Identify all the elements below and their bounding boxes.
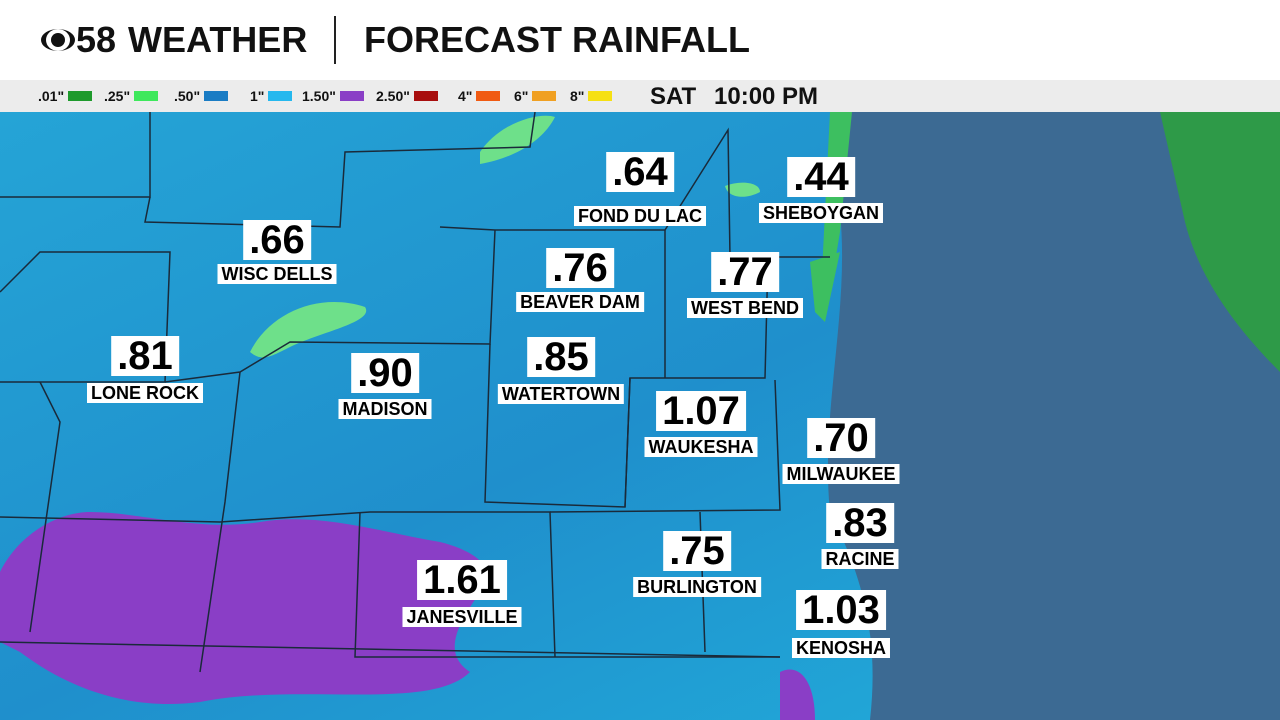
legend-label: 8" — [570, 88, 585, 104]
legend-swatch — [532, 91, 557, 101]
day: SAT — [650, 83, 697, 110]
lake-michigan — [827, 112, 1280, 720]
county-lines — [0, 112, 830, 673]
city-name: LONE ROCK — [87, 383, 203, 403]
city-name: SHEBOYGAN — [758, 203, 884, 223]
legend-swatch — [339, 91, 364, 101]
rain-purple — [0, 512, 488, 704]
city-name: WAUKESHA — [644, 437, 758, 457]
city-amount: .75 — [663, 531, 731, 571]
legend-swatch — [134, 91, 159, 101]
city-amount: .90 — [351, 353, 419, 393]
city-amount: 1.07 — [656, 391, 746, 431]
divider — [334, 16, 336, 64]
city-name: MILWAUKEE — [782, 464, 900, 484]
city-name: BURLINGTON — [633, 577, 761, 597]
city-amount: .70 — [807, 418, 875, 458]
city-amount: .66 — [243, 220, 311, 260]
rain-light — [725, 182, 760, 197]
city-name: RACINE — [821, 549, 899, 569]
time: 10:00 PM — [714, 83, 819, 110]
legend-item: 1.50" — [302, 88, 364, 104]
legend-label: 1.50" — [302, 88, 336, 104]
city-amount: 1.61 — [417, 560, 507, 600]
legend-label: .01" — [38, 88, 65, 104]
city-amount: .81 — [111, 336, 179, 376]
legend-swatch — [476, 91, 501, 101]
legend-item: .50" — [174, 88, 229, 104]
legend-label: 2.50" — [376, 88, 410, 104]
legend-swatch — [204, 91, 229, 101]
city-name: WATERTOWN — [497, 384, 625, 404]
city-name: KENOSHA — [791, 638, 891, 658]
city-name: JANESVILLE — [402, 607, 522, 627]
rain-green — [1160, 112, 1280, 372]
legend-item: 4" — [458, 88, 501, 104]
map — [0, 112, 1280, 720]
legend-item: .25" — [104, 88, 159, 104]
title: FORECAST RAINFALL — [364, 19, 750, 60]
city-amount: .44 — [787, 157, 855, 197]
city-name: MADISON — [338, 399, 432, 419]
legend-bar: .01" .25" .50" 1" 1.50" 2.50" 4" 6" 8" SAT 10:00… — [0, 80, 1280, 112]
header: 58 WEATHER FORECAST RAINFALL — [0, 0, 1280, 80]
legend-label: 6" — [514, 88, 529, 104]
city-amount: .76 — [546, 248, 614, 288]
cbs-eye — [41, 29, 75, 51]
brand: 58 — [76, 19, 117, 60]
legend-label: .50" — [174, 88, 201, 104]
legend-swatch — [413, 91, 438, 101]
legend-item: 1" — [250, 88, 293, 104]
city-name: BEAVER DAM — [516, 292, 644, 312]
legend-item: 8" — [570, 88, 613, 104]
brand-word: WEATHER — [128, 19, 308, 60]
city-amount: .85 — [527, 337, 595, 377]
legend-label: .25" — [104, 88, 131, 104]
city-amount: .77 — [711, 252, 779, 292]
legend-item: 6" — [514, 88, 557, 104]
city-name: WEST BEND — [687, 298, 803, 318]
city-amount: 1.03 — [796, 590, 886, 630]
legend-swatch — [68, 91, 93, 101]
legend-swatch — [268, 91, 293, 101]
city-name: WISC DELLS — [217, 264, 337, 284]
city-amount: .64 — [606, 152, 674, 192]
legend-label: 1" — [250, 88, 265, 104]
city-name: FOND DU LAC — [574, 206, 706, 226]
legend-swatch — [588, 91, 613, 101]
city-amount: .83 — [826, 503, 894, 543]
legend-item: 2.50" — [376, 88, 438, 104]
rain-light — [250, 302, 367, 358]
legend-label: 4" — [458, 88, 473, 104]
legend-item: .01" — [38, 88, 93, 104]
rain-purple — [780, 669, 815, 720]
rain-light — [480, 115, 555, 164]
